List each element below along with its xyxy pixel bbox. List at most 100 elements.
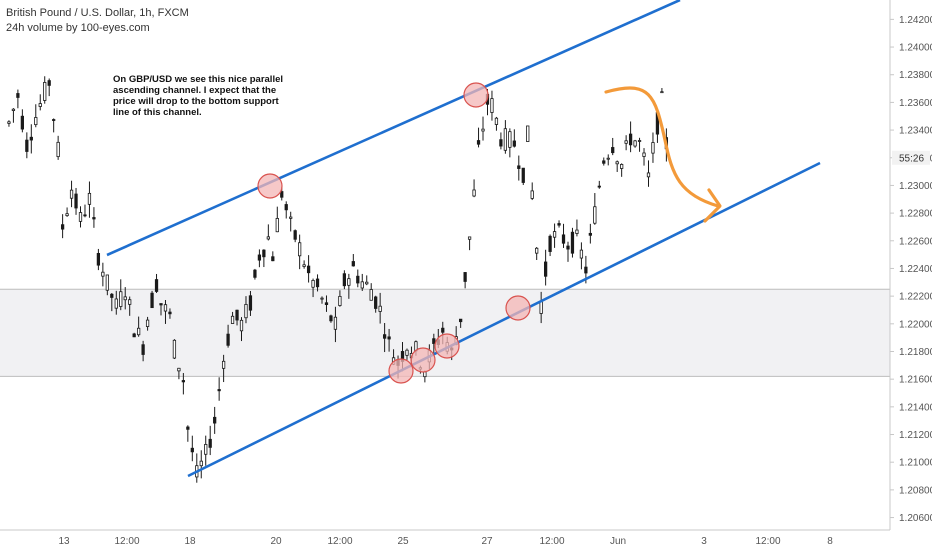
candle xyxy=(248,290,253,316)
candle xyxy=(105,274,109,296)
candle-body xyxy=(311,280,315,288)
candle xyxy=(633,139,637,148)
x-tick-label: 18 xyxy=(184,536,196,547)
forecast-arrow-head xyxy=(703,188,722,223)
candle-body xyxy=(208,438,212,448)
candle xyxy=(602,157,606,166)
candle-body xyxy=(566,245,570,250)
candle xyxy=(257,249,262,268)
candle xyxy=(324,295,329,312)
candle-body xyxy=(508,131,512,148)
candle xyxy=(52,118,56,133)
candle xyxy=(606,154,610,166)
candle-body xyxy=(43,82,47,101)
candle-body xyxy=(633,140,637,147)
candle xyxy=(92,207,96,228)
candle xyxy=(43,76,47,104)
candle xyxy=(190,435,194,462)
touch-point-circle xyxy=(257,173,283,199)
candle-body xyxy=(432,338,436,344)
x-tick-label: 12:00 xyxy=(327,536,352,547)
candle-body xyxy=(163,304,168,312)
candle xyxy=(575,219,579,237)
candle-body xyxy=(213,416,217,424)
x-tick-label: 12:00 xyxy=(755,536,780,547)
candle xyxy=(132,332,136,338)
candle-body xyxy=(459,318,463,323)
candle xyxy=(199,450,203,479)
candle-body xyxy=(284,204,288,211)
candle-body xyxy=(96,253,101,266)
candle-body xyxy=(47,80,51,86)
candle-body xyxy=(56,141,60,158)
candle-body xyxy=(298,242,302,257)
candle-body xyxy=(38,103,42,107)
candle xyxy=(186,425,190,442)
candle-body xyxy=(199,460,203,467)
candle xyxy=(16,89,20,109)
candle-body xyxy=(517,165,521,169)
candle xyxy=(374,295,378,313)
candle-body xyxy=(11,108,16,111)
candle-body xyxy=(217,389,221,392)
candle-body xyxy=(172,339,177,359)
candle-body xyxy=(150,292,154,309)
candle xyxy=(360,273,364,291)
y-tick-label: 1.23600 xyxy=(899,98,932,109)
y-tick-label: 1.24200 xyxy=(899,15,932,26)
candle xyxy=(159,303,163,316)
candle-body xyxy=(289,216,293,219)
candle xyxy=(141,340,145,362)
candle xyxy=(459,318,463,328)
candle-body xyxy=(575,229,579,234)
candle-body xyxy=(177,367,181,372)
candle-body xyxy=(356,275,360,284)
candle-body xyxy=(611,147,615,154)
forecast-arrow xyxy=(604,86,720,208)
candle-body xyxy=(593,206,597,224)
candle-body xyxy=(186,426,190,430)
candle-body xyxy=(320,297,324,300)
candle xyxy=(347,273,351,299)
candle xyxy=(561,223,566,248)
candle xyxy=(342,270,347,290)
touch-point-circle xyxy=(388,358,414,384)
candle-body xyxy=(262,249,266,258)
candle xyxy=(172,339,177,360)
y-tick-label: 1.22600 xyxy=(899,236,932,247)
y-tick-label: 1.21000 xyxy=(899,458,932,469)
touch-point-circle xyxy=(463,82,489,108)
x-tick-label: 20 xyxy=(270,536,282,547)
candle-body xyxy=(230,315,235,324)
candle xyxy=(208,425,212,456)
candle-body xyxy=(293,230,297,240)
candle xyxy=(476,127,481,148)
candle-body xyxy=(441,327,445,333)
candle xyxy=(593,193,597,225)
candle-body xyxy=(25,139,29,152)
candle xyxy=(114,290,118,315)
candle xyxy=(651,132,655,163)
candle-body xyxy=(221,360,226,369)
candle-body xyxy=(168,311,172,315)
candle-body xyxy=(244,304,248,319)
candle xyxy=(262,249,266,268)
candle-body xyxy=(584,266,588,274)
candle-body xyxy=(342,273,347,287)
candle-body xyxy=(347,278,351,286)
candle-body xyxy=(472,189,476,197)
candle-body xyxy=(78,212,83,222)
candle-body xyxy=(360,281,364,289)
candle xyxy=(306,255,311,283)
candle xyxy=(543,249,548,286)
candle xyxy=(521,167,525,186)
candle-body xyxy=(378,305,382,312)
candle xyxy=(579,242,584,270)
candle-body xyxy=(119,291,123,307)
candle xyxy=(110,292,114,312)
candle xyxy=(221,354,226,383)
candle xyxy=(548,234,552,257)
y-tick-label: 1.22200 xyxy=(899,292,932,303)
